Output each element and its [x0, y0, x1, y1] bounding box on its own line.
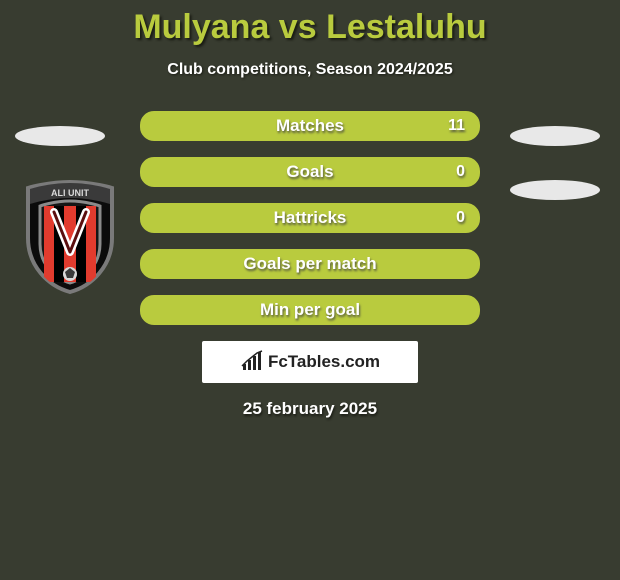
stat-right-value: 0: [456, 163, 465, 181]
stat-right-value: 11: [448, 117, 465, 135]
stat-row-min-per-goal: Min per goal: [140, 295, 480, 325]
player-right-avatar-placeholder: [510, 126, 600, 146]
stat-label: Goals per match: [243, 254, 376, 274]
crest-top-text: ALI UNIT: [51, 188, 89, 198]
club-crest-left: ALI UNIT: [20, 178, 120, 296]
attribution-box: FcTables.com: [202, 341, 418, 383]
stat-label: Goals: [286, 162, 333, 182]
footer-date: 25 february 2025: [0, 399, 620, 419]
player-left-avatar-placeholder: [15, 126, 105, 146]
stat-row-matches: Matches 11: [140, 111, 480, 141]
subtitle: Club competitions, Season 2024/2025: [0, 61, 620, 79]
stat-label: Hattricks: [274, 208, 347, 228]
bar-chart-icon: [240, 350, 264, 374]
page-title: Mulyana vs Lestaluhu: [0, 0, 620, 47]
stat-row-goals: Goals 0: [140, 157, 480, 187]
stat-row-hattricks: Hattricks 0: [140, 203, 480, 233]
player-right-club-placeholder: [510, 180, 600, 200]
stats-container: Matches 11 Goals 0 Hattricks 0 Goals per…: [140, 111, 480, 325]
stat-label: Matches: [276, 116, 344, 136]
stat-row-goals-per-match: Goals per match: [140, 249, 480, 279]
stat-label: Min per goal: [260, 300, 360, 320]
attribution-brand: FcTables.com: [268, 352, 380, 372]
stat-right-value: 0: [456, 209, 465, 227]
